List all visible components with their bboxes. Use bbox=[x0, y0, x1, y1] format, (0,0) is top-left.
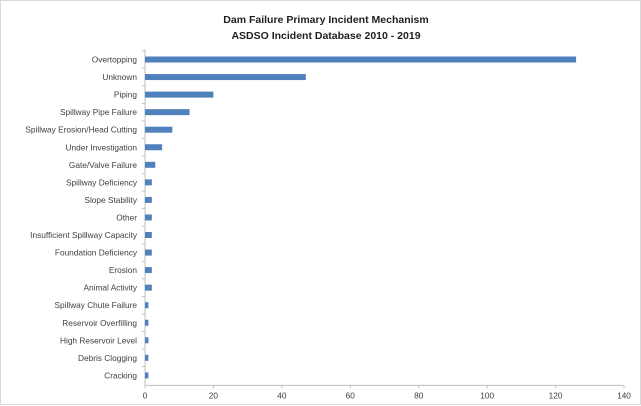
bar bbox=[145, 214, 152, 221]
chart-title: Dam Failure Primary Incident Mechanism bbox=[223, 14, 428, 26]
bar bbox=[145, 91, 214, 98]
bar bbox=[145, 267, 152, 274]
bar bbox=[145, 56, 577, 63]
bar bbox=[145, 232, 152, 238]
category-label: Reservoir Overfilling bbox=[62, 318, 137, 328]
bar bbox=[145, 196, 152, 203]
bar bbox=[145, 372, 149, 379]
x-tick-label: 20 bbox=[209, 390, 219, 400]
category-label: Cracking bbox=[104, 370, 137, 380]
category-label: Unknown bbox=[102, 72, 137, 82]
bar bbox=[145, 126, 173, 133]
x-tick-label: 0 bbox=[143, 390, 148, 400]
bar bbox=[145, 249, 152, 256]
category-label: Gate/Valve Failure bbox=[69, 160, 137, 170]
bar bbox=[145, 144, 163, 151]
category-label: Slope Stability bbox=[84, 195, 137, 205]
x-tick-label: 40 bbox=[277, 390, 287, 400]
bar bbox=[145, 337, 149, 344]
category-label: Spillway Deficiency bbox=[66, 177, 138, 187]
bar bbox=[145, 74, 306, 81]
category-label: Under Investigation bbox=[66, 142, 138, 152]
bar bbox=[145, 161, 156, 168]
category-label: Spillway Pipe Failure bbox=[60, 107, 137, 117]
category-label: Debris Clogging bbox=[78, 353, 137, 363]
bar bbox=[145, 354, 149, 361]
category-label: High Reservoir Level bbox=[60, 335, 137, 345]
bar bbox=[145, 319, 149, 326]
bar bbox=[145, 109, 190, 116]
bar bbox=[145, 302, 149, 309]
category-label: Foundation Deficiency bbox=[55, 248, 138, 258]
category-label: Other bbox=[116, 212, 137, 222]
x-tick-label: 120 bbox=[549, 390, 563, 400]
chart-subtitle: ASDSO Incident Database 2010 - 2019 bbox=[231, 30, 420, 42]
category-label: Overtopping bbox=[92, 55, 138, 65]
plot-area: Overtopping Unknown Piping Spillway Pipe Fa… bbox=[25, 49, 631, 400]
x-tick-label: 100 bbox=[480, 390, 494, 400]
bar bbox=[145, 179, 152, 186]
x-tick-label: 140 bbox=[617, 390, 631, 400]
category-label: Insufficient Spillway Capacity bbox=[30, 230, 138, 240]
category-label: Spillway Chute Failure bbox=[54, 300, 137, 310]
category-label: Animal Activity bbox=[84, 283, 138, 293]
category-label: Erosion bbox=[109, 265, 138, 275]
category-label: Spillway Erosion/Head Cutting bbox=[25, 125, 137, 135]
category-label: Piping bbox=[114, 90, 137, 100]
x-tick-label: 80 bbox=[414, 390, 424, 400]
bar bbox=[145, 284, 152, 291]
x-tick-label: 60 bbox=[346, 390, 356, 400]
